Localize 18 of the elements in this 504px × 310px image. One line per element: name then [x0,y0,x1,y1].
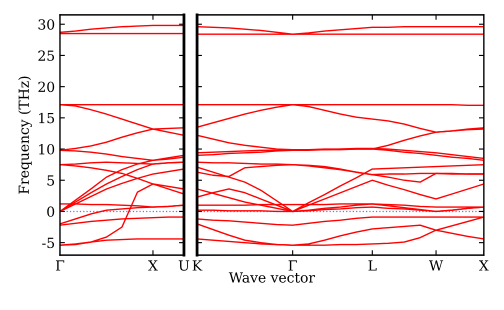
x-tick-label: K [192,260,202,271]
y-tick-label: -5 [42,238,54,248]
y-tick-label: 15 [39,112,54,124]
y-tick-label: 0 [47,206,54,217]
y-tick-label: 5 [47,175,54,186]
y-axis-title: Frequency (THz) [18,76,32,194]
x-tick-label: X [478,260,489,271]
x-tick-label: W [428,260,444,271]
y-tick-label: 10 [39,144,54,155]
x-tick-label: X [148,260,158,271]
x-axis-title: Wave vector [228,272,316,283]
y-tick-label: 30 [38,19,54,30]
x-tick-label: Γ [56,260,64,271]
y-tick-label: 20 [38,82,54,92]
x-tick-label: Γ [288,260,297,271]
x-tick-label: L [368,260,377,271]
y-tick-label: 25 [38,50,54,61]
x-tick-label: U [178,260,190,271]
